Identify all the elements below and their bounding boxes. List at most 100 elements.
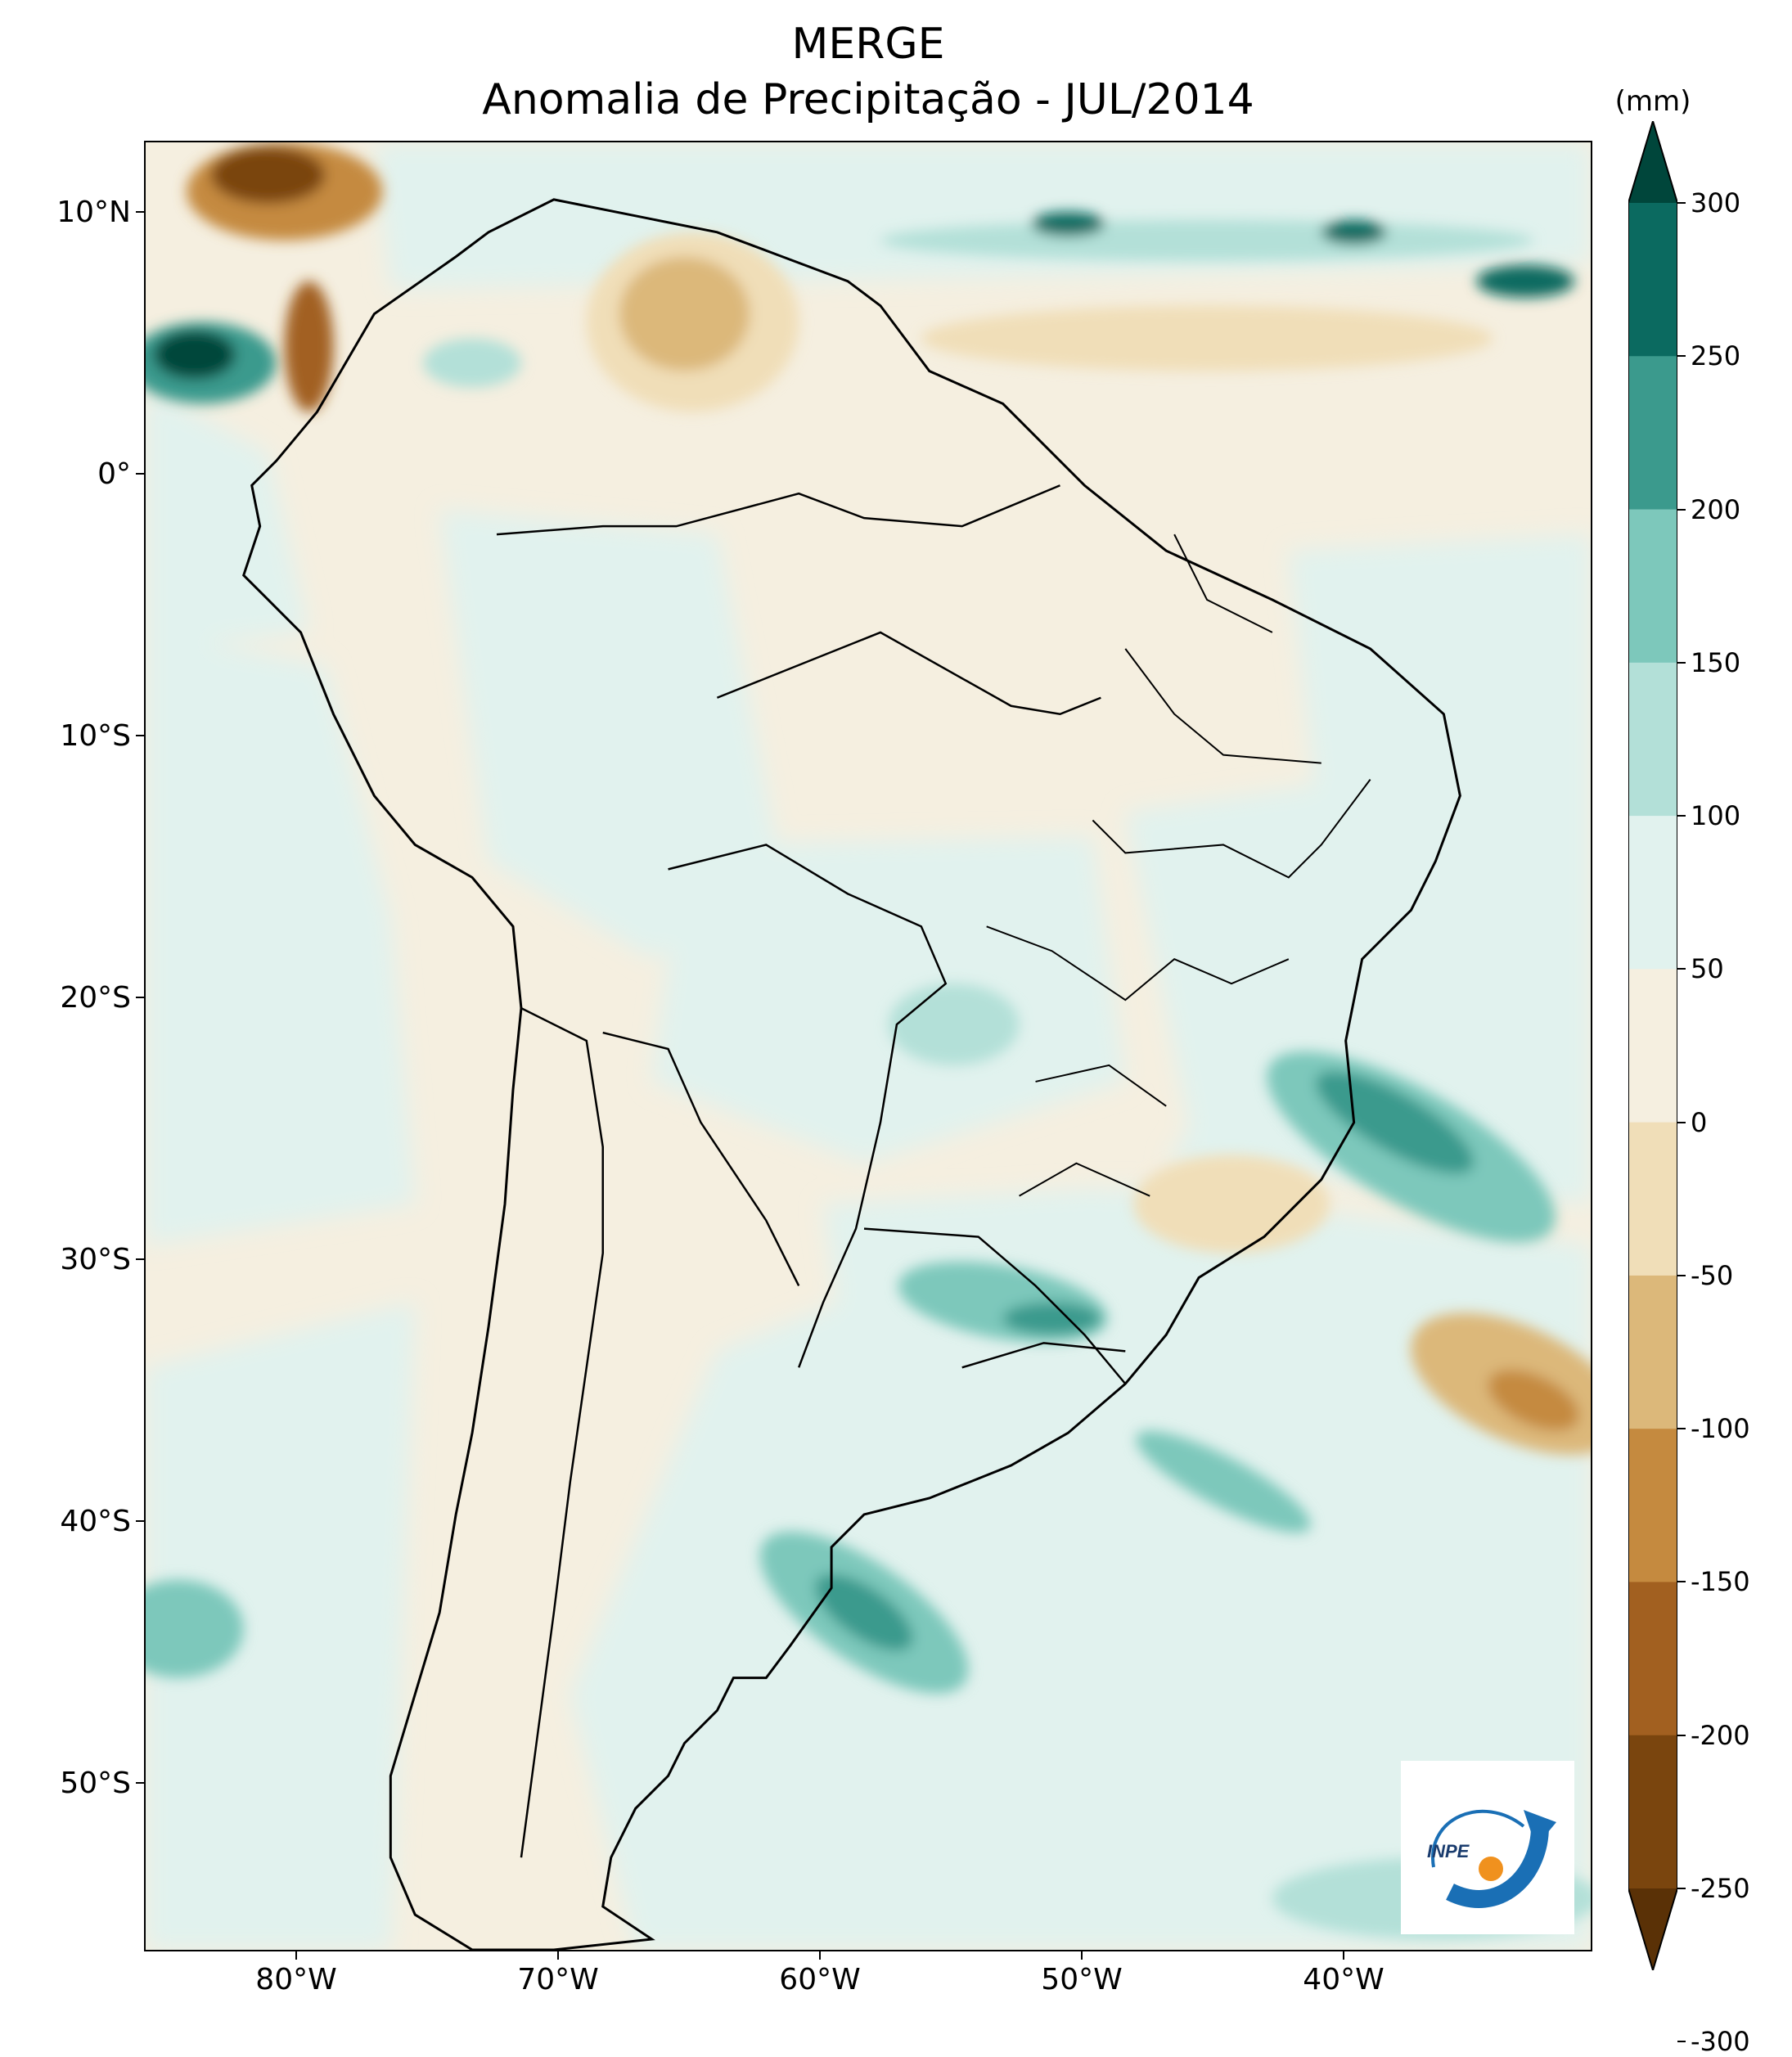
anomaly-region-atlantic-south: [570, 1187, 1591, 1950]
colorbar-tick-label: 200: [1691, 493, 1741, 525]
map-title: MERGE: [791, 20, 945, 69]
anomaly-region-panama-positive-core: [153, 330, 236, 380]
anomaly-region-colombia-dry: [284, 281, 334, 412]
lon-label-50w: 50°W: [1041, 1963, 1123, 1996]
colorbar: [1628, 121, 1677, 1970]
colorbar-segment: [1628, 969, 1677, 1123]
lat-label-10s: 10°S: [60, 719, 131, 753]
colorbar-tick: [1677, 1581, 1686, 1583]
anomaly-region-patagonia-coast-core: [815, 1573, 913, 1651]
anomaly-negative: [186, 142, 1591, 1455]
lat-tick: [136, 1258, 144, 1260]
anomaly-region-pacific-central: [146, 632, 416, 1245]
state-borders: [986, 533, 1371, 1197]
colorbar-tick: [1677, 968, 1686, 970]
lon-tick: [1343, 1951, 1344, 1960]
colorbar-tick-label: 250: [1691, 340, 1741, 372]
colorbar-tick: [1677, 355, 1686, 358]
lat-label-50s: 50°S: [60, 1767, 131, 1800]
anomaly-region-caribbean-dry-core: [210, 146, 326, 204]
lon-label-40w: 40°W: [1303, 1963, 1385, 1996]
south-america-coastline: [242, 198, 1461, 1950]
country-borders: [496, 484, 1127, 1858]
colorbar-tick: [1677, 1121, 1686, 1123]
lat-tick: [136, 473, 144, 475]
anomaly-region-north-atlantic-core: [1476, 264, 1575, 298]
lon-tick: [819, 1951, 821, 1960]
colorbar-segment: [1628, 356, 1677, 511]
lat-label-0: 0°: [97, 457, 131, 491]
colorbar-tick: [1677, 2041, 1686, 2043]
colorbar-tick: [1677, 1428, 1686, 1430]
map-subtitle: Anomalia de Precipitação - JUL/2014: [482, 75, 1254, 124]
colorbar-segment: [1628, 816, 1677, 970]
anomaly-region-southeast-atlantic-core: [1315, 1071, 1475, 1174]
lat-tick: [136, 211, 144, 213]
anomaly-region-north-atlantic-band: [880, 219, 1534, 261]
anomaly-region-north-atlantic-core-3: [1031, 211, 1105, 236]
colorbar-tick-label: -200: [1691, 1719, 1750, 1751]
colorbar-tick: [1677, 508, 1686, 511]
logo-text: INPE: [1427, 1841, 1470, 1861]
colorbar-tick-label: -250: [1691, 1873, 1750, 1904]
colorbar-tick: [1677, 1888, 1686, 1889]
colorbar-unit: (mm): [1614, 85, 1691, 118]
lon-label-70w: 70°W: [517, 1963, 599, 1996]
inpe-logo: INPE: [1401, 1761, 1574, 1934]
colorbar-tick: [1677, 661, 1686, 664]
lon-tick: [1081, 1951, 1083, 1960]
colorbar-tick: [1677, 1274, 1686, 1276]
lat-tick: [136, 1782, 144, 1784]
colorbar-segment: [1628, 1582, 1677, 1736]
colorbar-tick: [1677, 1734, 1686, 1736]
colorbar-segment: [1628, 662, 1677, 817]
lon-label-80w: 80°W: [255, 1963, 337, 1996]
colorbar-segment: [1628, 1735, 1677, 1889]
lat-label-20s: 20°S: [60, 981, 131, 1015]
anomaly-region-colombia: [423, 338, 521, 388]
anomaly-region-pacific-north: [146, 387, 309, 649]
lat-label-10n: 10°N: [56, 196, 131, 229]
anomaly-region-southeast-pacific: [146, 1579, 244, 1678]
colorbar-tick-label: -100: [1691, 1413, 1750, 1445]
colorbar-top-extend: [1628, 121, 1677, 203]
lat-label-30s: 30°S: [60, 1243, 131, 1276]
colorbar-tick-label: 0: [1691, 1106, 1708, 1138]
lat-tick: [136, 735, 144, 736]
colorbar-segment: [1628, 1275, 1677, 1429]
colorbar-tick: [1677, 202, 1686, 204]
colorbar-tick: [1677, 815, 1686, 817]
colorbar-bottom-extend: [1628, 1888, 1677, 1970]
lat-tick: [136, 1520, 144, 1522]
anomaly-region-north-atlantic-core-2: [1321, 219, 1387, 245]
colorbar-segment: [1628, 509, 1677, 664]
anomaly-region-east-brazil: [1125, 779, 1371, 1131]
anomaly-region-caribbean: [374, 142, 1591, 290]
anomaly-region-equatorial-atlantic: [921, 305, 1493, 371]
anomaly-region-central-brazil: [651, 836, 1126, 1164]
anomaly-region-south-brazil: [823, 1187, 1126, 1491]
map-canvas: [146, 142, 1591, 1950]
colorbar-segment: [1628, 203, 1677, 357]
colorbar-tick-label: -50: [1691, 1259, 1734, 1291]
colorbar-tick-label: -300: [1691, 2026, 1750, 2057]
anomaly-shading: [146, 142, 1591, 1950]
colorbar-tick-label: 50: [1691, 953, 1724, 985]
colorbar-tick-label: 300: [1691, 187, 1741, 218]
lon-label-60w: 60°W: [779, 1963, 861, 1996]
colorbar-tick-label: 100: [1691, 800, 1741, 832]
lat-tick: [136, 997, 144, 998]
lon-tick: [557, 1951, 559, 1960]
anomaly-region-sao-paulo-coast: [1133, 1155, 1330, 1254]
colorbar-tick-label: 150: [1691, 646, 1741, 678]
anomaly-region-atlantic-south-dry-core: [1488, 1370, 1579, 1431]
colorbar-segment: [1628, 1429, 1677, 1582]
colorbar-segment: [1628, 1122, 1677, 1276]
anomaly-region-venezuela-core: [619, 256, 750, 371]
inpe-logo-graphic: INPE: [1427, 1809, 1556, 1908]
anomaly-region-pacific-south: [146, 1302, 416, 1950]
lat-label-40s: 40°S: [60, 1505, 131, 1538]
anomaly-region-atlantic-mid: [1136, 1430, 1311, 1533]
anomaly-region-pantanal: [888, 983, 1020, 1065]
anomaly-region-uruguay-coast: [1002, 1302, 1101, 1335]
